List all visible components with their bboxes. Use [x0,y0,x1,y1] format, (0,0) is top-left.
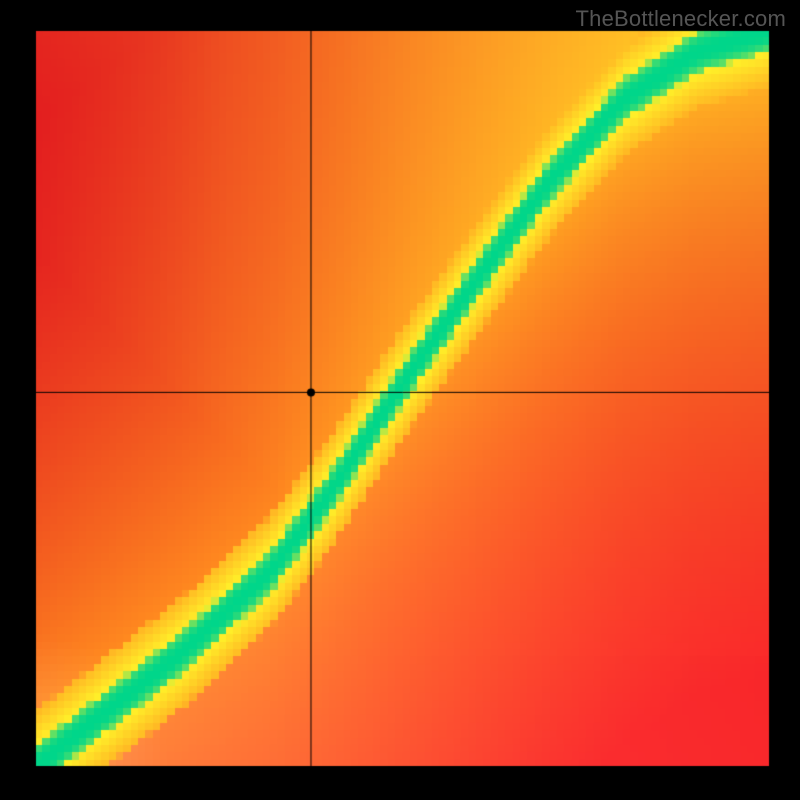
watermark-text: TheBottlenecker.com [576,6,786,32]
heatmap-canvas [0,0,800,800]
chart-container: TheBottlenecker.com [0,0,800,800]
